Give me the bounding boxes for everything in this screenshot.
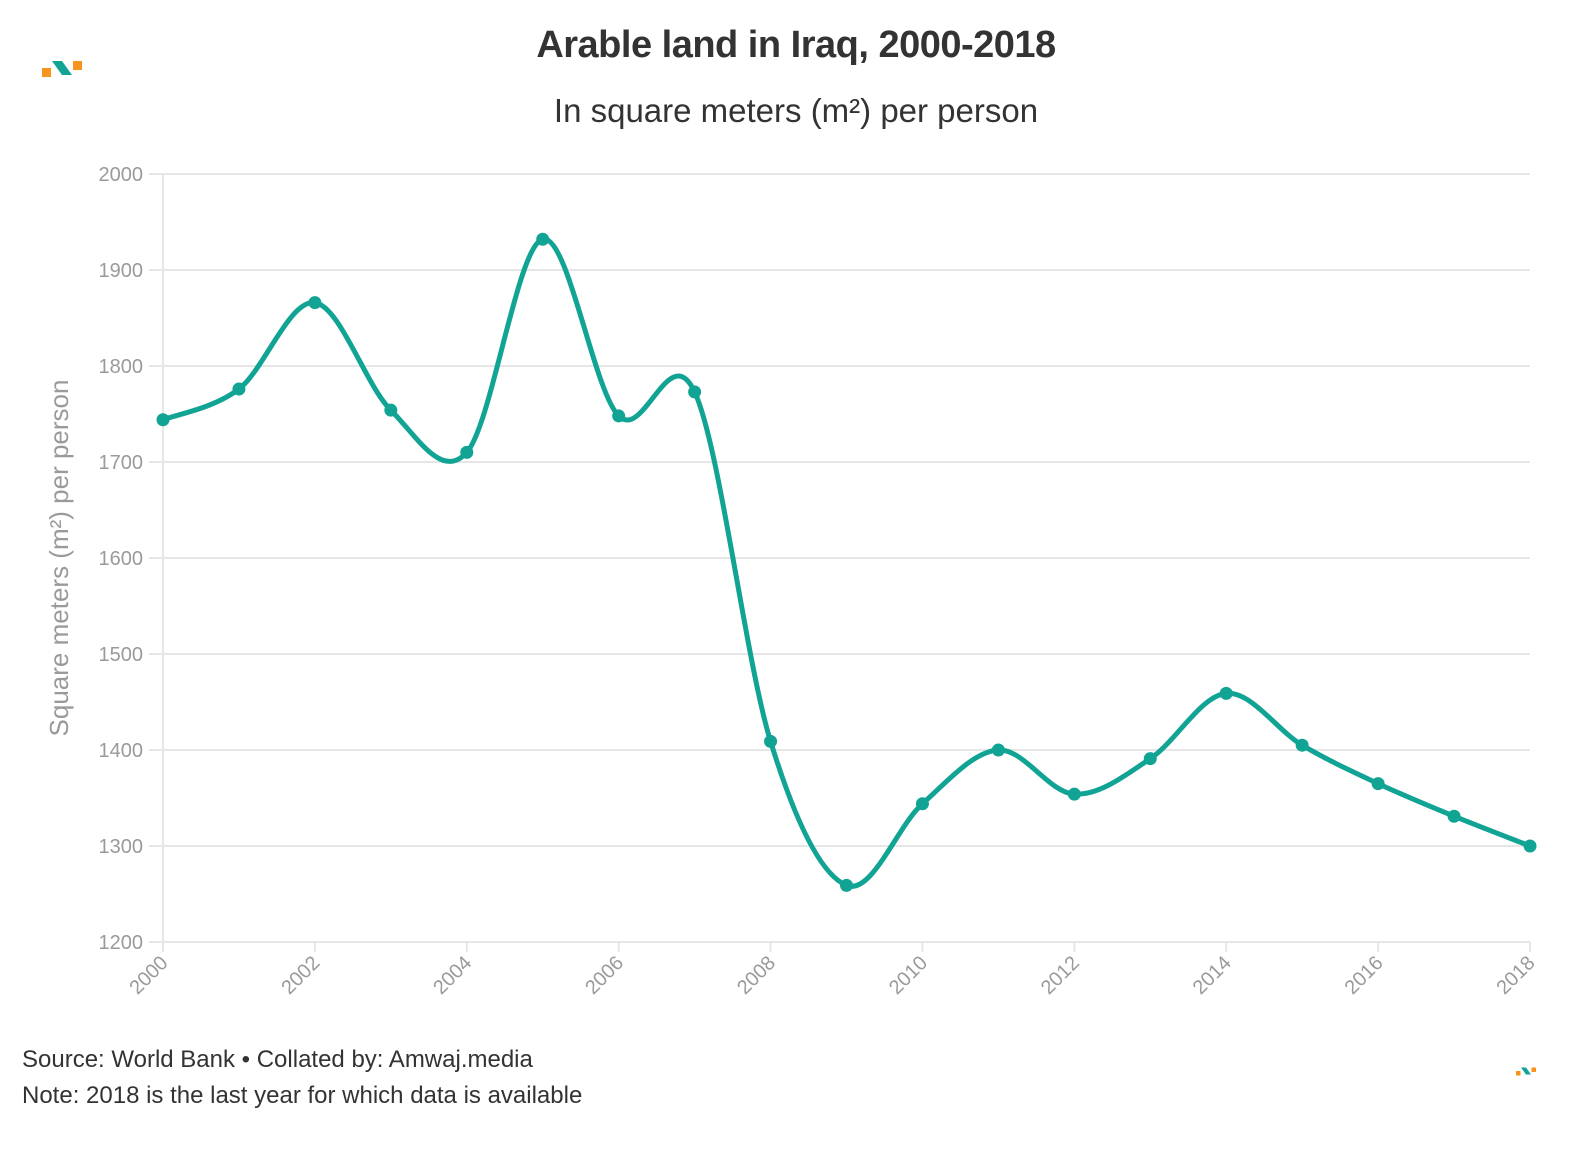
data-point-2002[interactable] <box>308 296 322 310</box>
grid-lines <box>149 173 1530 943</box>
data-point-2011[interactable] <box>991 743 1005 757</box>
y-tick-label: 1300 <box>99 836 144 858</box>
data-points <box>156 232 1537 892</box>
y-tick-label: 1500 <box>99 644 144 666</box>
y-tick-label: 2000 <box>99 164 144 186</box>
amwaj-small-logo-icon <box>1516 1067 1536 1076</box>
x-tick-label: 2002 <box>277 952 324 999</box>
x-tick-label: 2018 <box>1493 952 1540 999</box>
y-tick-label: 1600 <box>99 548 144 570</box>
y-tick-label: 1200 <box>99 932 144 954</box>
source-text: Source: World Bank • Collated by: Amwaj.… <box>22 1046 533 1073</box>
data-point-2006[interactable] <box>612 409 626 423</box>
data-point-2000[interactable] <box>156 413 170 427</box>
data-point-2001[interactable] <box>232 382 246 396</box>
axis-labels: 1200 1300 1400 1500 1600 1700 1800 1900 2000 2000… <box>44 164 1540 999</box>
data-point-2007[interactable] <box>688 385 702 399</box>
x-tick-label: 2000 <box>126 952 173 999</box>
data-point-2017[interactable] <box>1447 809 1461 823</box>
x-tick-label: 2012 <box>1037 952 1084 999</box>
data-point-2008[interactable] <box>764 734 778 748</box>
y-tick-label: 1800 <box>99 356 144 378</box>
axes <box>162 174 1531 952</box>
x-tick-label: 2014 <box>1189 952 1236 999</box>
data-point-2012[interactable] <box>1067 787 1081 801</box>
series-line <box>160 236 1533 889</box>
y-axis-title: Square meters (m²) per person <box>44 380 74 737</box>
note-text: Note: 2018 is the last year for which da… <box>22 1082 583 1109</box>
data-point-2004[interactable] <box>460 445 474 459</box>
x-tick-label: 2010 <box>885 952 932 999</box>
data-point-2014[interactable] <box>1219 686 1233 700</box>
y-tick-label: 1900 <box>99 260 144 282</box>
x-tick-label: 2008 <box>733 952 780 999</box>
data-point-2009[interactable] <box>840 878 853 892</box>
x-tick-label: 2006 <box>581 952 628 999</box>
y-tick-label: 1700 <box>99 452 144 474</box>
data-point-2013[interactable] <box>1143 752 1157 766</box>
chart-subtitle: In square meters (m²) per person <box>553 92 1039 129</box>
amwaj-logo-icon <box>42 61 82 77</box>
data-point-2005[interactable] <box>536 232 550 246</box>
data-point-2016[interactable] <box>1371 777 1385 791</box>
x-tick-label: 2004 <box>429 952 476 999</box>
data-point-2015[interactable] <box>1295 738 1309 752</box>
data-point-2018[interactable] <box>1523 839 1537 853</box>
series-line-0 <box>160 236 1533 889</box>
data-point-2010[interactable] <box>915 797 929 811</box>
y-tick-label: 1400 <box>99 740 144 762</box>
chart-title: Arable land in Iraq, 2000-2018 <box>536 24 1056 66</box>
x-tick-label: 2016 <box>1341 952 1388 999</box>
data-point-2003[interactable] <box>384 403 398 417</box>
